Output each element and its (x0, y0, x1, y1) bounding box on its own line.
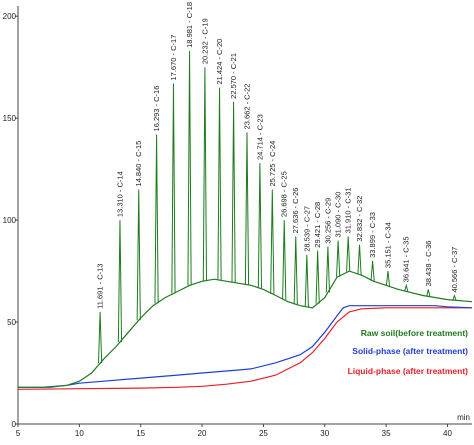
peak-mark (98, 311, 103, 364)
peak-label: 26.698 - C-25 (280, 171, 289, 217)
peak-label: 28.539 - C-27 (302, 206, 311, 252)
peak-label: 29.421 - C-28 (313, 202, 322, 248)
peak-labels: 11.691 - C-13 13.310 - C-14 14.840 - C-15 1… (96, 2, 459, 309)
x-axis-unit: min (457, 413, 470, 422)
x-tick-label: 5 (16, 429, 21, 438)
x-tick-label: 25 (259, 429, 268, 438)
legend-entry-2: Solid-phase (after treatment) (352, 346, 468, 356)
series-line-1 (18, 270, 473, 388)
series-lines (17, 270, 473, 390)
peak-mark (117, 220, 123, 343)
x-tick-label: 10 (75, 429, 84, 438)
peak-label: 30.256 - C-29 (323, 198, 332, 244)
legend-entry-3: Liquid-phase (after treatment) (348, 366, 469, 376)
peak-label: 38.438 - C-36 (424, 241, 433, 287)
peak-mark (315, 250, 320, 304)
peak-mark (336, 240, 341, 277)
peak-label: 17.670 - C-17 (169, 35, 178, 81)
y-tick-label: 50 (7, 318, 16, 327)
peak-mark (282, 220, 287, 300)
peak-label: 33.899 - C-33 (368, 212, 377, 258)
peak-mark (452, 293, 457, 301)
peak-mark (244, 132, 250, 285)
y-tick-label: 200 (3, 12, 17, 21)
x-tick-label: 30 (320, 429, 329, 438)
peak-mark (385, 271, 391, 287)
peak-label: 25.725 - C-24 (268, 141, 277, 187)
peak-label: 20.232 - C-19 (200, 18, 209, 64)
y-tick-label: 150 (3, 114, 17, 123)
peak-mark (426, 289, 431, 297)
peak-label: 13.310 - C-14 (115, 171, 124, 217)
peak-label: 21.424 - C-20 (215, 39, 224, 85)
peak-mark (217, 87, 222, 281)
peak-mark (171, 83, 176, 294)
legend-entry-1: Raw soil(before treatment) (361, 328, 468, 338)
x-tick-label: 20 (198, 429, 207, 438)
peak-label: 14.840 - C-15 (134, 141, 143, 187)
peak-mark (202, 67, 208, 281)
peak-label: 36.641 - C-35 (402, 236, 411, 282)
x-tick-label: 40 (443, 429, 452, 438)
peak-label: 31.090 - C-30 (334, 192, 343, 238)
peak-label: 31.910 - C-31 (344, 188, 353, 234)
peak-mark (187, 50, 192, 286)
peak-mark (304, 254, 309, 307)
legend: Raw soil(before treatment) Solid-phase (a… (348, 328, 469, 376)
peak-mark (154, 134, 159, 304)
x-tick-label: 15 (136, 429, 145, 438)
peak-label: 24.714 - C-23 (255, 114, 264, 160)
peak-mark (257, 162, 262, 289)
peak-mark (404, 283, 409, 292)
peak-label: 22.570 - C-21 (229, 53, 238, 99)
peak-mark (325, 246, 330, 293)
peak-mark (346, 236, 351, 272)
peak-mark (357, 244, 362, 275)
y-tick-label: 100 (3, 216, 17, 225)
y-tick-label: 0 (12, 420, 17, 429)
peak-mark (293, 236, 298, 305)
peak-label: 40.566 - C-37 (450, 247, 459, 293)
peak-label: 23.662 - C-22 (242, 84, 251, 130)
peak-mark (231, 101, 236, 283)
peak-label: 32.832 - C-32 (355, 196, 364, 242)
peak-label: 27.636 - C-26 (291, 188, 300, 234)
series-line-3 (17, 307, 472, 390)
peak-label: 16.293 - C-16 (152, 86, 161, 132)
peak-label: 35.151 - C-34 (383, 222, 392, 268)
peak-mark (370, 260, 375, 281)
peak-label: 18.981 - C-18 (185, 2, 194, 48)
x-tick-label: 35 (382, 429, 391, 438)
axes: 0 50 100 150 200 5 10 15 20 25 30 35 40 min (3, 6, 472, 438)
peak-mark (136, 189, 141, 321)
peak-mark (270, 189, 275, 294)
series-line-2 (18, 305, 473, 388)
peak-lines (98, 50, 457, 364)
peak-label: 11.691 - C-13 (96, 264, 105, 309)
